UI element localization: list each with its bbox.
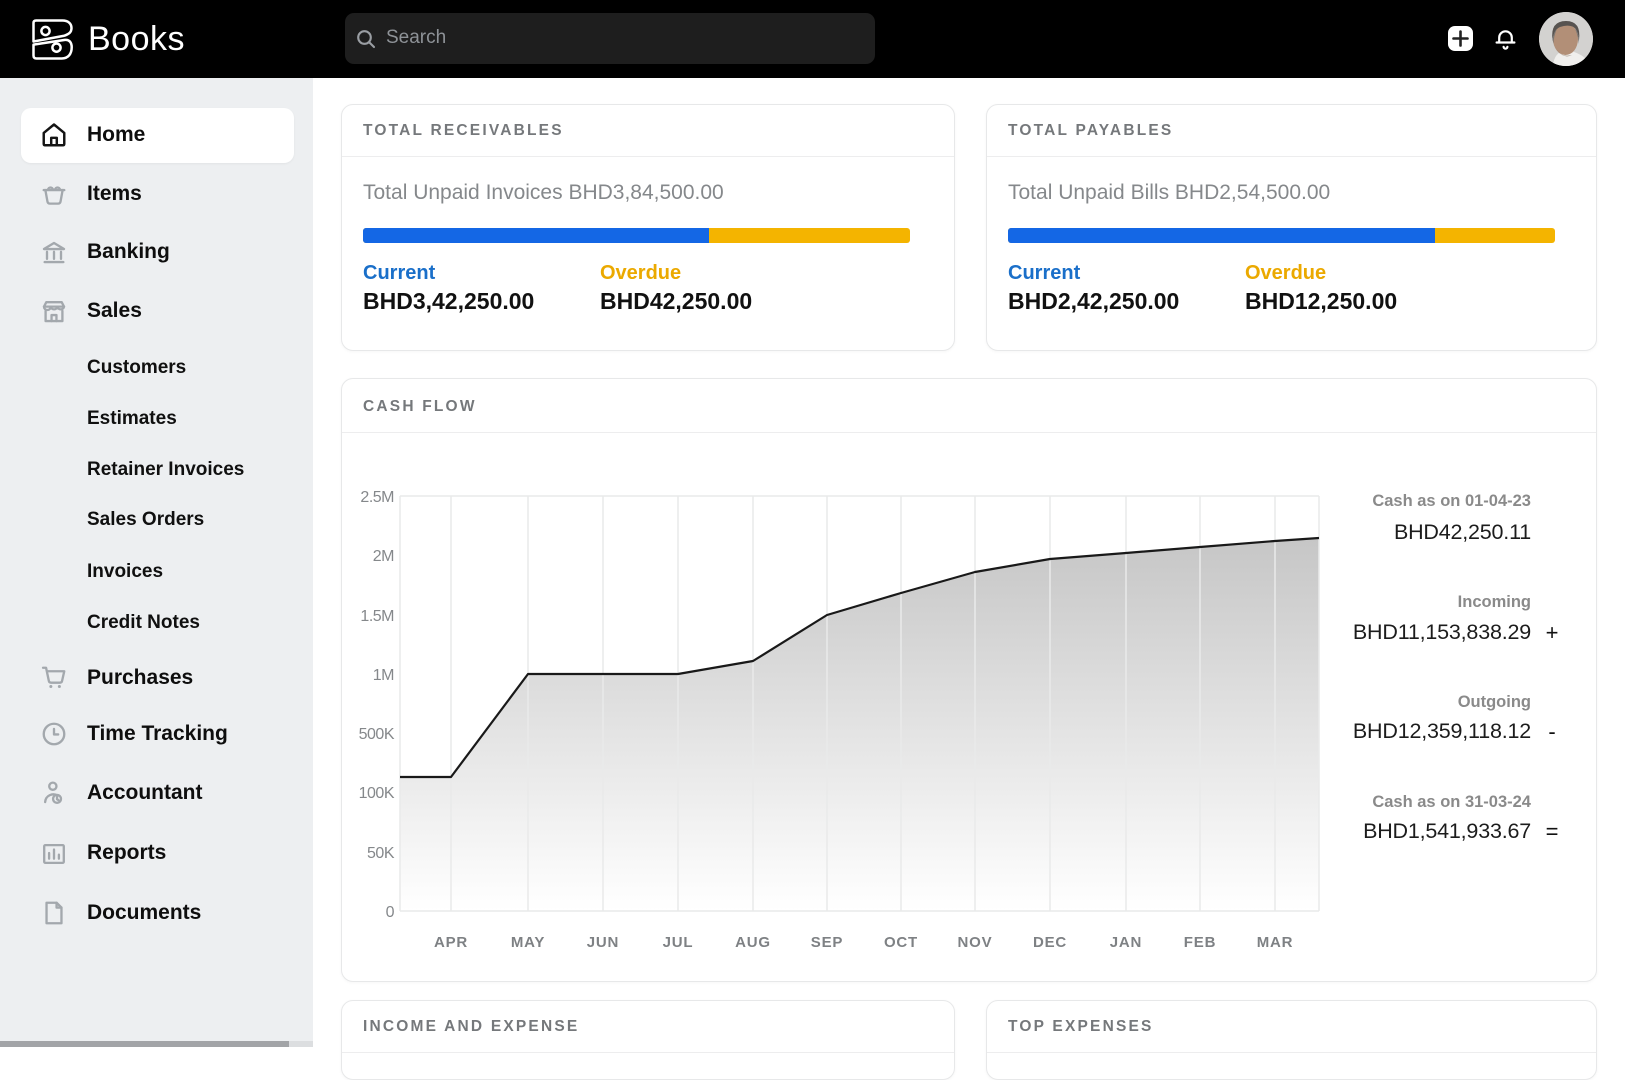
svg-text:JUN: JUN <box>587 934 619 951</box>
svg-text:AUG: AUG <box>735 934 771 951</box>
svg-text:100K: 100K <box>359 785 395 802</box>
svg-text:2M: 2M <box>373 548 394 565</box>
svg-text:MAY: MAY <box>511 934 545 951</box>
svg-text:FEB: FEB <box>1184 934 1216 951</box>
svg-text:0: 0 <box>386 904 395 921</box>
svg-text:2.5M: 2.5M <box>360 489 394 506</box>
svg-text:DEC: DEC <box>1033 934 1067 951</box>
svg-text:1M: 1M <box>373 667 394 684</box>
svg-text:NOV: NOV <box>958 934 993 951</box>
svg-text:1.5M: 1.5M <box>360 608 394 625</box>
svg-text:APR: APR <box>434 934 468 951</box>
svg-text:OCT: OCT <box>884 934 918 951</box>
svg-text:MAR: MAR <box>1257 934 1294 951</box>
svg-text:JAN: JAN <box>1110 934 1142 951</box>
svg-text:SEP: SEP <box>811 934 843 951</box>
svg-text:500K: 500K <box>359 726 395 743</box>
svg-text:JUL: JUL <box>663 934 694 951</box>
svg-text:50K: 50K <box>367 845 395 862</box>
